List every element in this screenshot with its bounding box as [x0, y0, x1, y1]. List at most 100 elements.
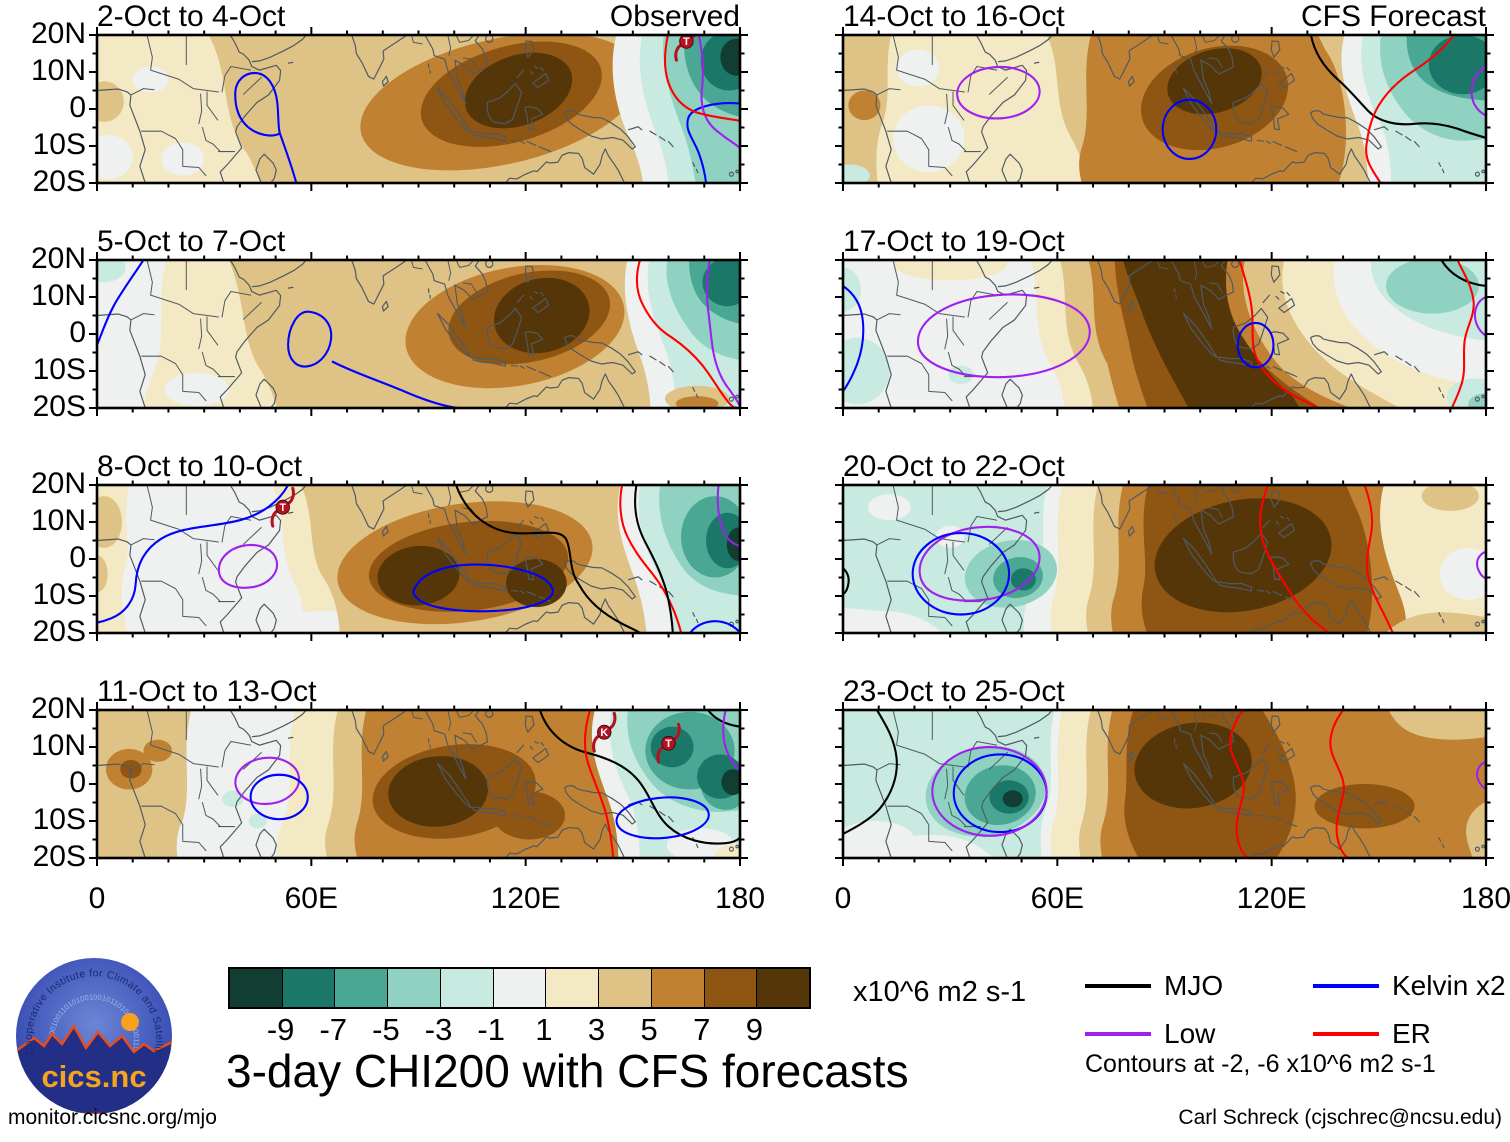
colorbar-segment [334, 969, 388, 1007]
colorbar-segment [598, 969, 651, 1007]
storm-letter: K [600, 727, 608, 739]
panel-date-range: 5-Oct to 7-Oct [97, 225, 286, 258]
colorbar-segment [281, 969, 335, 1007]
x-axis-label: 60E [1030, 882, 1085, 915]
map-canvas: T [89, 27, 748, 191]
y-axis-label: 20N [30, 242, 86, 275]
legend-item-low: Low [1085, 1018, 1313, 1050]
colorbar-segment [756, 969, 810, 1007]
map-panel-8: 23-Oct to 25-Oct [835, 675, 1494, 866]
colorbar-tick-label: -7 [319, 1012, 348, 1047]
y-axis-label: 10N [30, 54, 86, 87]
colorbar-tick-label: -9 [266, 1012, 295, 1047]
y-axis-label: 10N [30, 729, 86, 762]
storm-letter: T [683, 36, 690, 48]
colorbar-tick-label: 9 [745, 1012, 763, 1047]
colorbar-tick-label: -5 [372, 1012, 400, 1047]
panel-date-range: 20-Oct to 22-Oct [843, 450, 1065, 483]
map-canvas: T [89, 477, 748, 641]
colorbar-unit: x10^6 m2 s-1 [853, 976, 1027, 1008]
x-axis-label: 0 [834, 882, 852, 915]
y-axis-label: 10N [30, 279, 86, 312]
y-axis-label: 20N [30, 692, 86, 725]
contour-legend: MJO Kelvin x2 Low ER [1085, 970, 1506, 1050]
logo-name: cics.nc [41, 1059, 146, 1094]
y-axis-label: 10N [30, 504, 86, 537]
x-axis-label: 60E [284, 882, 339, 915]
y-axis-label: 10S [32, 353, 86, 386]
panel-date-range: 2-Oct to 4-Oct [97, 0, 286, 33]
logo-sun [121, 1013, 139, 1031]
colorbar-segment [230, 969, 282, 1007]
y-axis-label: 20S [32, 840, 86, 873]
map-panel-6: 17-Oct to 19-Oct [835, 225, 1494, 416]
storm-letter: T [279, 502, 286, 514]
y-axis-label: 20N [30, 17, 86, 50]
y-axis-label: 0 [69, 316, 86, 349]
map-canvas [835, 702, 1494, 866]
panel-date-range: 8-Oct to 10-Oct [97, 450, 303, 483]
mjo-line-swatch [1085, 984, 1151, 988]
y-axis-label: 0 [69, 91, 86, 124]
panel-date-range: 23-Oct to 25-Oct [843, 675, 1065, 708]
y-axis-label: 20S [32, 615, 86, 648]
y-axis-label: 10S [32, 578, 86, 611]
legend-item-er: ER [1313, 1018, 1506, 1050]
legend-item-kelvin: Kelvin x2 [1313, 970, 1506, 1002]
colorbar-tick-label: 3 [587, 1012, 606, 1047]
colorbar-segment [492, 969, 546, 1007]
map-panel-5: 14-Oct to 16-Oct CFS Forecast [835, 0, 1494, 191]
panel-date-range: 17-Oct to 19-Oct [843, 225, 1065, 258]
colorbar-segment [703, 969, 757, 1007]
y-axis-label: 0 [69, 766, 86, 799]
legend-label: Low [1164, 1018, 1216, 1049]
map-canvas [835, 477, 1494, 641]
er-line-swatch [1313, 1032, 1379, 1036]
column-heading-forecast: CFS Forecast [1300, 0, 1486, 33]
colorbar-tick-label: 7 [693, 1012, 711, 1047]
legend-label: Kelvin x2 [1392, 970, 1506, 1001]
y-axis-label: 10S [32, 128, 86, 161]
colorbar-segment [545, 969, 599, 1007]
logo-mountains [16, 1023, 172, 1114]
storm-letter: T [665, 738, 672, 750]
x-axis-label: 120E [1236, 882, 1307, 915]
legend-item-mjo: MJO [1085, 970, 1313, 1002]
credit: Carl Schreck (cjschrec@ncsu.edu) [1178, 1106, 1502, 1129]
colorbar-tick-label: 1 [535, 1012, 553, 1047]
legend-label: MJO [1164, 970, 1224, 1001]
cicsnc-logo: 010100100110101001001011010010100110010 … [14, 956, 172, 1114]
kelvin-line-swatch [1313, 984, 1379, 988]
x-axis-label: 120E [490, 882, 561, 915]
map-panel-7: 20-Oct to 22-Oct [835, 450, 1494, 641]
map-canvas [835, 252, 1494, 416]
colorbar-labels: -9 -7 -5 -3 -1 1 3 5 7 9 [228, 1012, 807, 1048]
map-panel-2: 5-Oct to 7-Oct [89, 225, 748, 416]
x-axis-label: 0 [88, 882, 106, 915]
y-axis-label: 0 [69, 541, 86, 574]
figure-title: 3-day CHI200 with CFS forecasts [226, 1045, 909, 1097]
map-panel-3: 8-Oct to 10-Oct T [89, 450, 748, 641]
y-axis-label: 10S [32, 803, 86, 836]
site-url: monitor.cicsnc.org/mjo [8, 1106, 217, 1129]
colorbar-segment [439, 969, 493, 1007]
colorbar-tick-label: -3 [424, 1012, 453, 1047]
map-canvas [835, 27, 1494, 191]
x-axis-label: 180 [1460, 882, 1510, 915]
legend-label: ER [1392, 1018, 1431, 1049]
column-heading-observed: Observed [609, 0, 740, 33]
panel-date-range: 11-Oct to 13-Oct [97, 675, 317, 708]
colorbar-segment [387, 969, 440, 1007]
map-panel-1: 2-Oct to 4-Oct Observed T [89, 0, 748, 191]
colorbar-tick-label: 5 [640, 1012, 658, 1047]
map-canvas [89, 252, 748, 416]
colorbar-tick-label: -1 [477, 1012, 505, 1047]
colorbar [228, 967, 811, 1009]
colorbar-segment [650, 969, 704, 1007]
y-axis-label: 20S [32, 165, 86, 198]
panel-date-range: 14-Oct to 16-Oct [843, 0, 1065, 33]
map-panel-4: 11-Oct to 13-Oct K T [89, 675, 748, 866]
x-axis-label: 180 [714, 882, 766, 915]
y-axis-label: 20S [32, 390, 86, 423]
